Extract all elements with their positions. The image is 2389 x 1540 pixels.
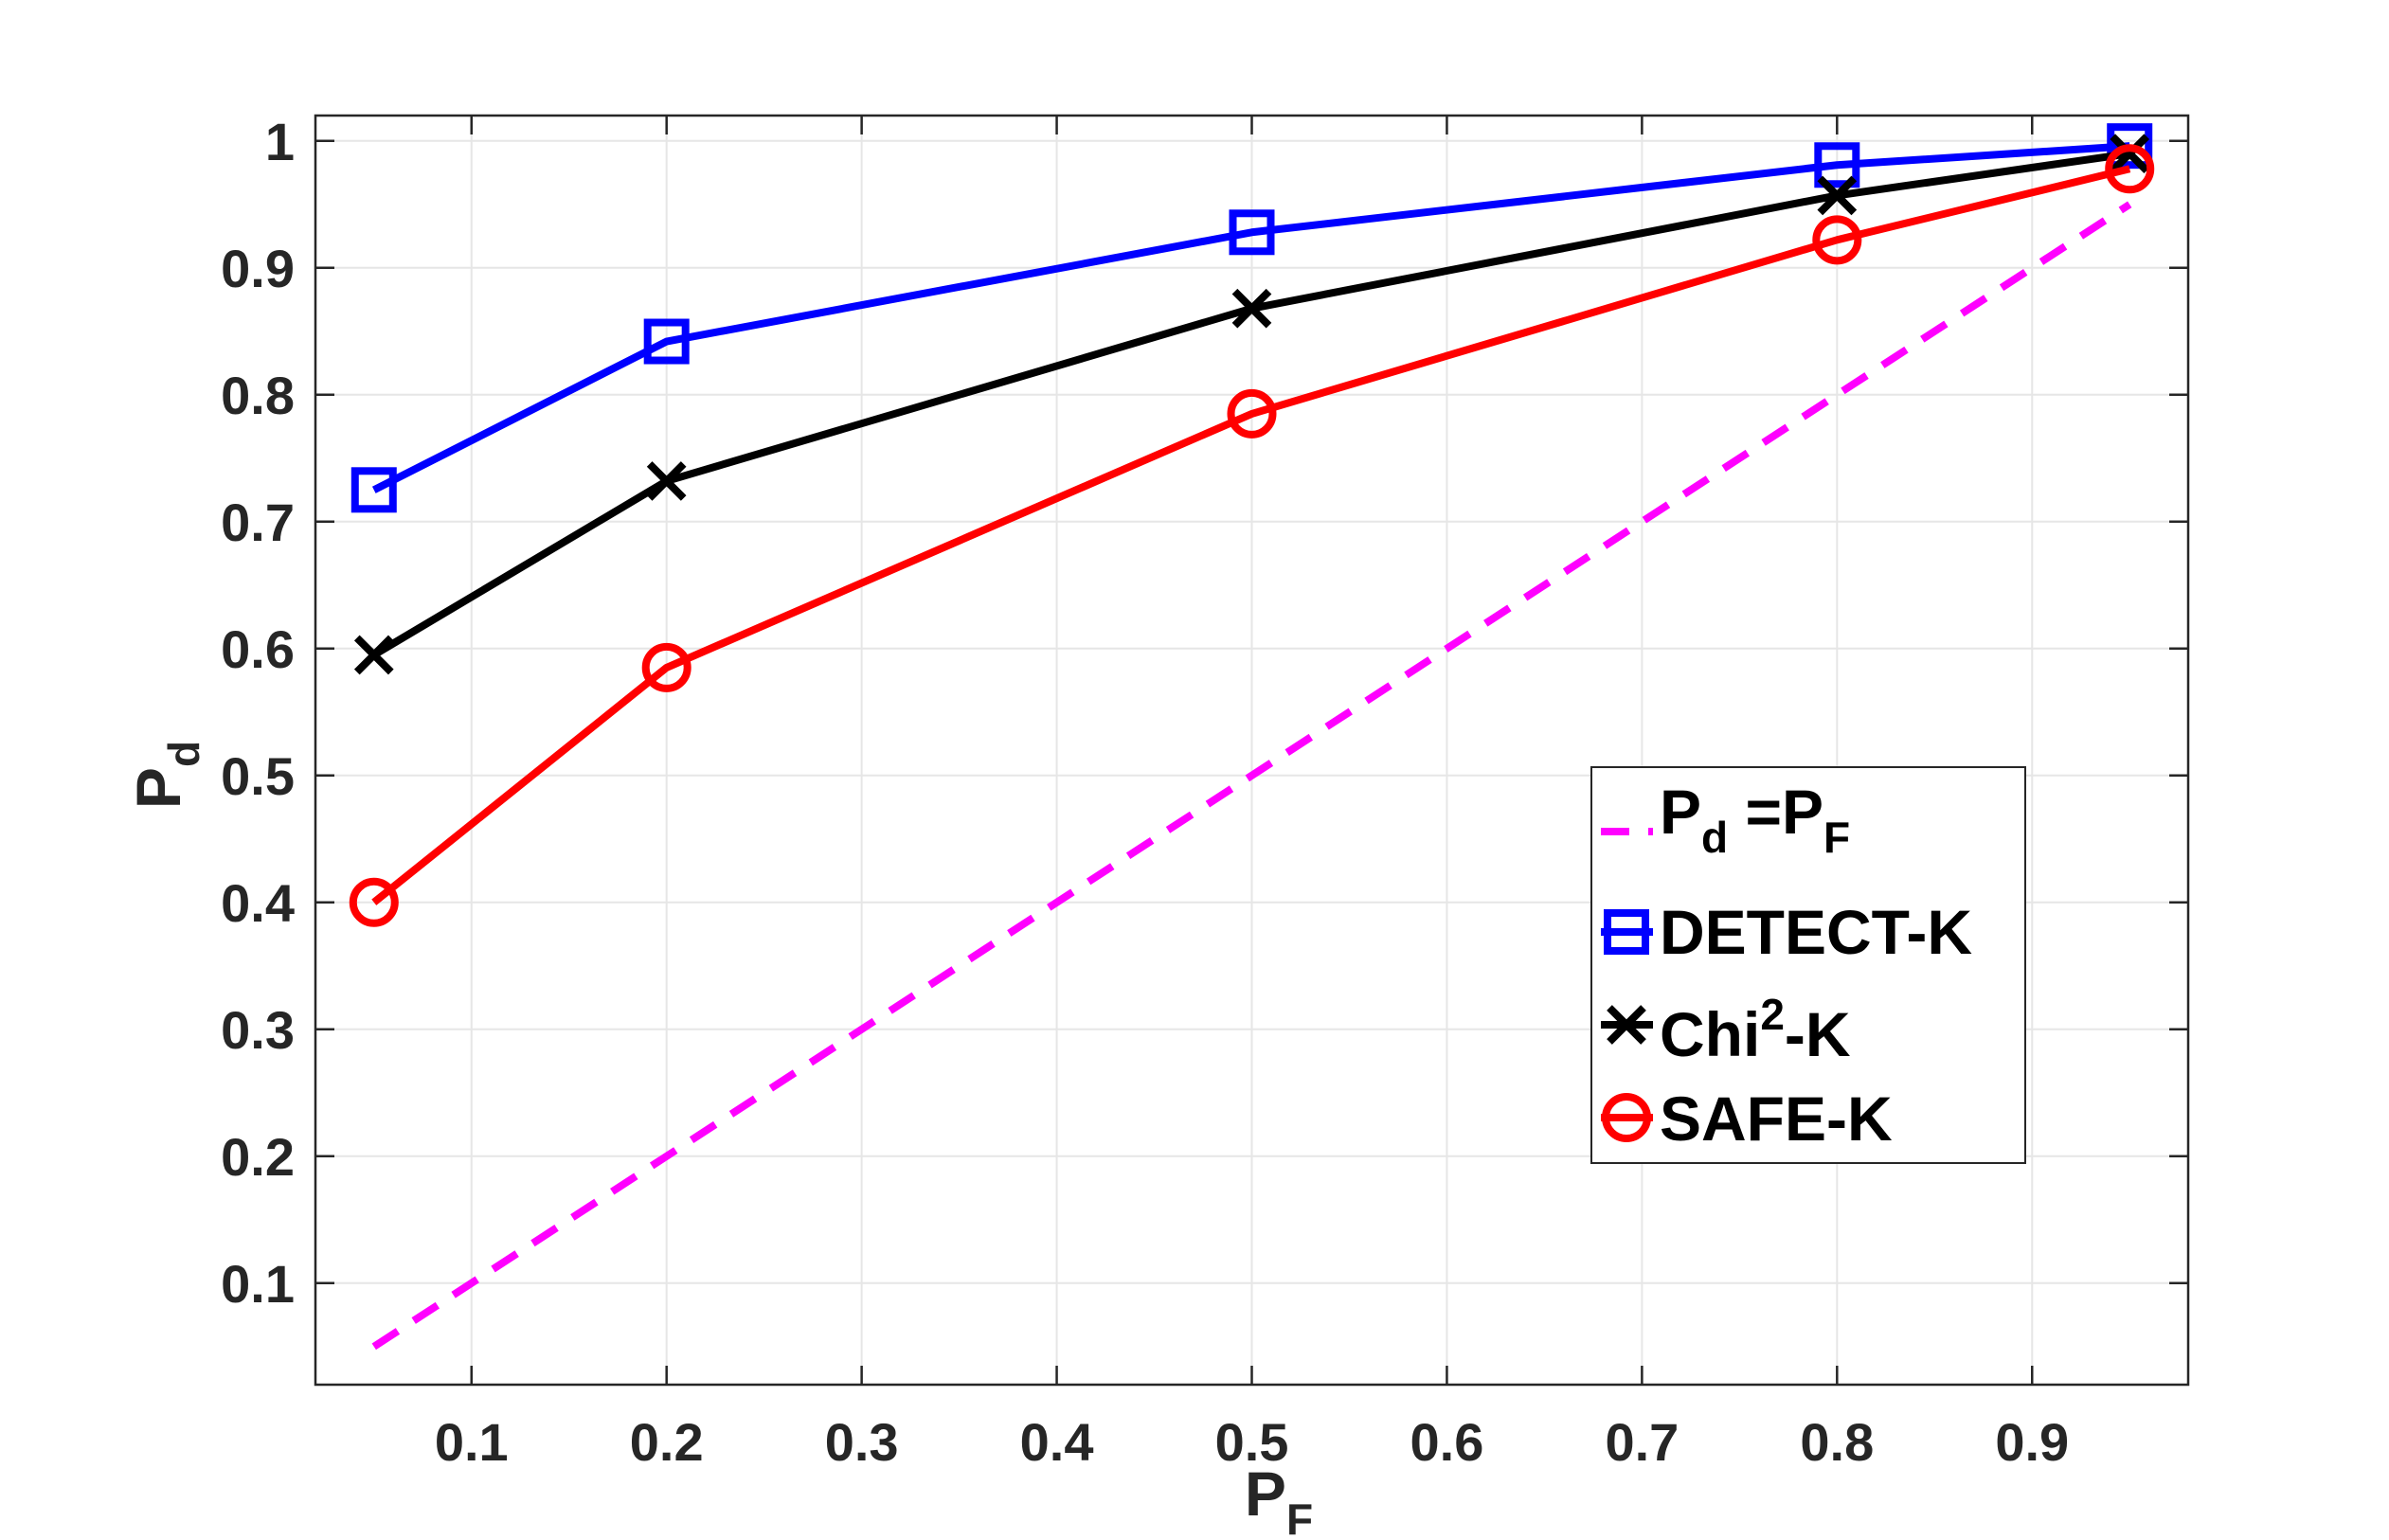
x-marker-stroke [1817, 175, 1858, 216]
legend-label-chi2-k: Chi2-K [1660, 990, 1851, 1069]
x-tick-label: 0.7 [1605, 1412, 1679, 1472]
data-point-square [1814, 142, 1860, 188]
x-tick-label: 0.9 [1995, 1412, 2069, 1472]
legend-marker-shape [1602, 1093, 1651, 1142]
legend-entry-chi2-k: Chi2-K [1601, 990, 1851, 1069]
series-line-pd-eq-pf [371, 201, 2132, 1351]
data-point-square [643, 318, 690, 365]
series-chi2-k [353, 134, 2150, 675]
legend-label-detect-k: DETECT-K [1660, 897, 1972, 967]
data-point-circle [349, 877, 399, 927]
x-tick-label: 0.8 [1800, 1412, 1874, 1472]
data-point-x [646, 461, 687, 501]
legend-marker-shape [1607, 1005, 1646, 1045]
series-detect-k [350, 123, 2153, 513]
series-safe-k [349, 144, 2155, 927]
data-point-x [353, 635, 394, 675]
data-point-square [350, 467, 397, 513]
y-tick-label: 0.9 [221, 239, 295, 298]
legend-marker-shape [1604, 909, 1649, 955]
series-line-safe-k [371, 165, 2131, 905]
y-tick-label: 0.3 [221, 1000, 295, 1060]
data-point-circle [2105, 144, 2155, 194]
legend-marker-circle [1602, 1093, 1651, 1142]
x-marker-stroke [646, 461, 687, 501]
y-tick-label: 0.6 [221, 619, 295, 679]
x-marker-stroke [353, 635, 394, 675]
x-marker-stroke [2110, 134, 2150, 174]
y-tick-label: 0.7 [221, 492, 295, 552]
data-point-circle [1227, 388, 1277, 439]
data-point-x [1817, 175, 1858, 216]
legend-entry-safe-k: SAFE-K [1601, 1083, 1893, 1154]
data-point-circle [641, 642, 692, 692]
data-point-x [2110, 134, 2150, 174]
x-marker-stroke [1607, 1005, 1646, 1045]
x-tick-label: 0.2 [630, 1412, 704, 1472]
legend-entry-pd-eq-pf: Pd =PF [1601, 777, 1850, 862]
series-line-detect-k [371, 142, 2130, 493]
y-tick-label: 1 [265, 112, 295, 171]
legend-box [1590, 766, 2026, 1164]
legend-label-safe-k: SAFE-K [1660, 1083, 1893, 1154]
y-tick-label: 0.8 [221, 366, 295, 425]
legend-label-pd-eq-pf: Pd =PF [1660, 777, 1850, 862]
legend-marker-x [1607, 1005, 1646, 1045]
data-point-x [1231, 288, 1272, 329]
y-axis-label-subscript: d [159, 741, 208, 767]
x-tick-label: 0.6 [1410, 1412, 1484, 1472]
y-tick-label: 0.5 [221, 746, 295, 806]
data-point-square [1229, 209, 1275, 256]
y-tick-label: 0.2 [221, 1127, 295, 1187]
legend-marker-square [1604, 909, 1649, 955]
y-tick-label: 0.1 [221, 1254, 295, 1314]
series-pd-eq-pf [371, 201, 2132, 1351]
x-tick-label: 0.5 [1215, 1412, 1289, 1472]
x-axis-label: PF [1245, 1459, 1313, 1540]
data-point-circle [1812, 215, 1862, 265]
x-tick-label: 0.1 [435, 1412, 509, 1472]
x-axis-label-subscript: F [1286, 1495, 1313, 1540]
x-marker-stroke [1231, 288, 1272, 329]
axes: 0.1 0.2 0.3 0.4 0.5 0.6 0.7 0.8 0.9 0.1 0.2 0.3 0.4 0… [221, 112, 2190, 1472]
y-axis-label: Pd [123, 741, 208, 809]
legend-entry-detect-k: DETECT-K [1601, 897, 1972, 967]
x-tick-label: 0.3 [825, 1412, 899, 1472]
series-layer [349, 123, 2155, 1351]
y-tick-label: 0.4 [221, 873, 295, 933]
legend: Pd =PF DETECT-K Chi2-K SAFE-K [1590, 766, 2026, 1164]
data-point-square [2107, 123, 2153, 170]
x-tick-label: 0.4 [1020, 1412, 1094, 1472]
